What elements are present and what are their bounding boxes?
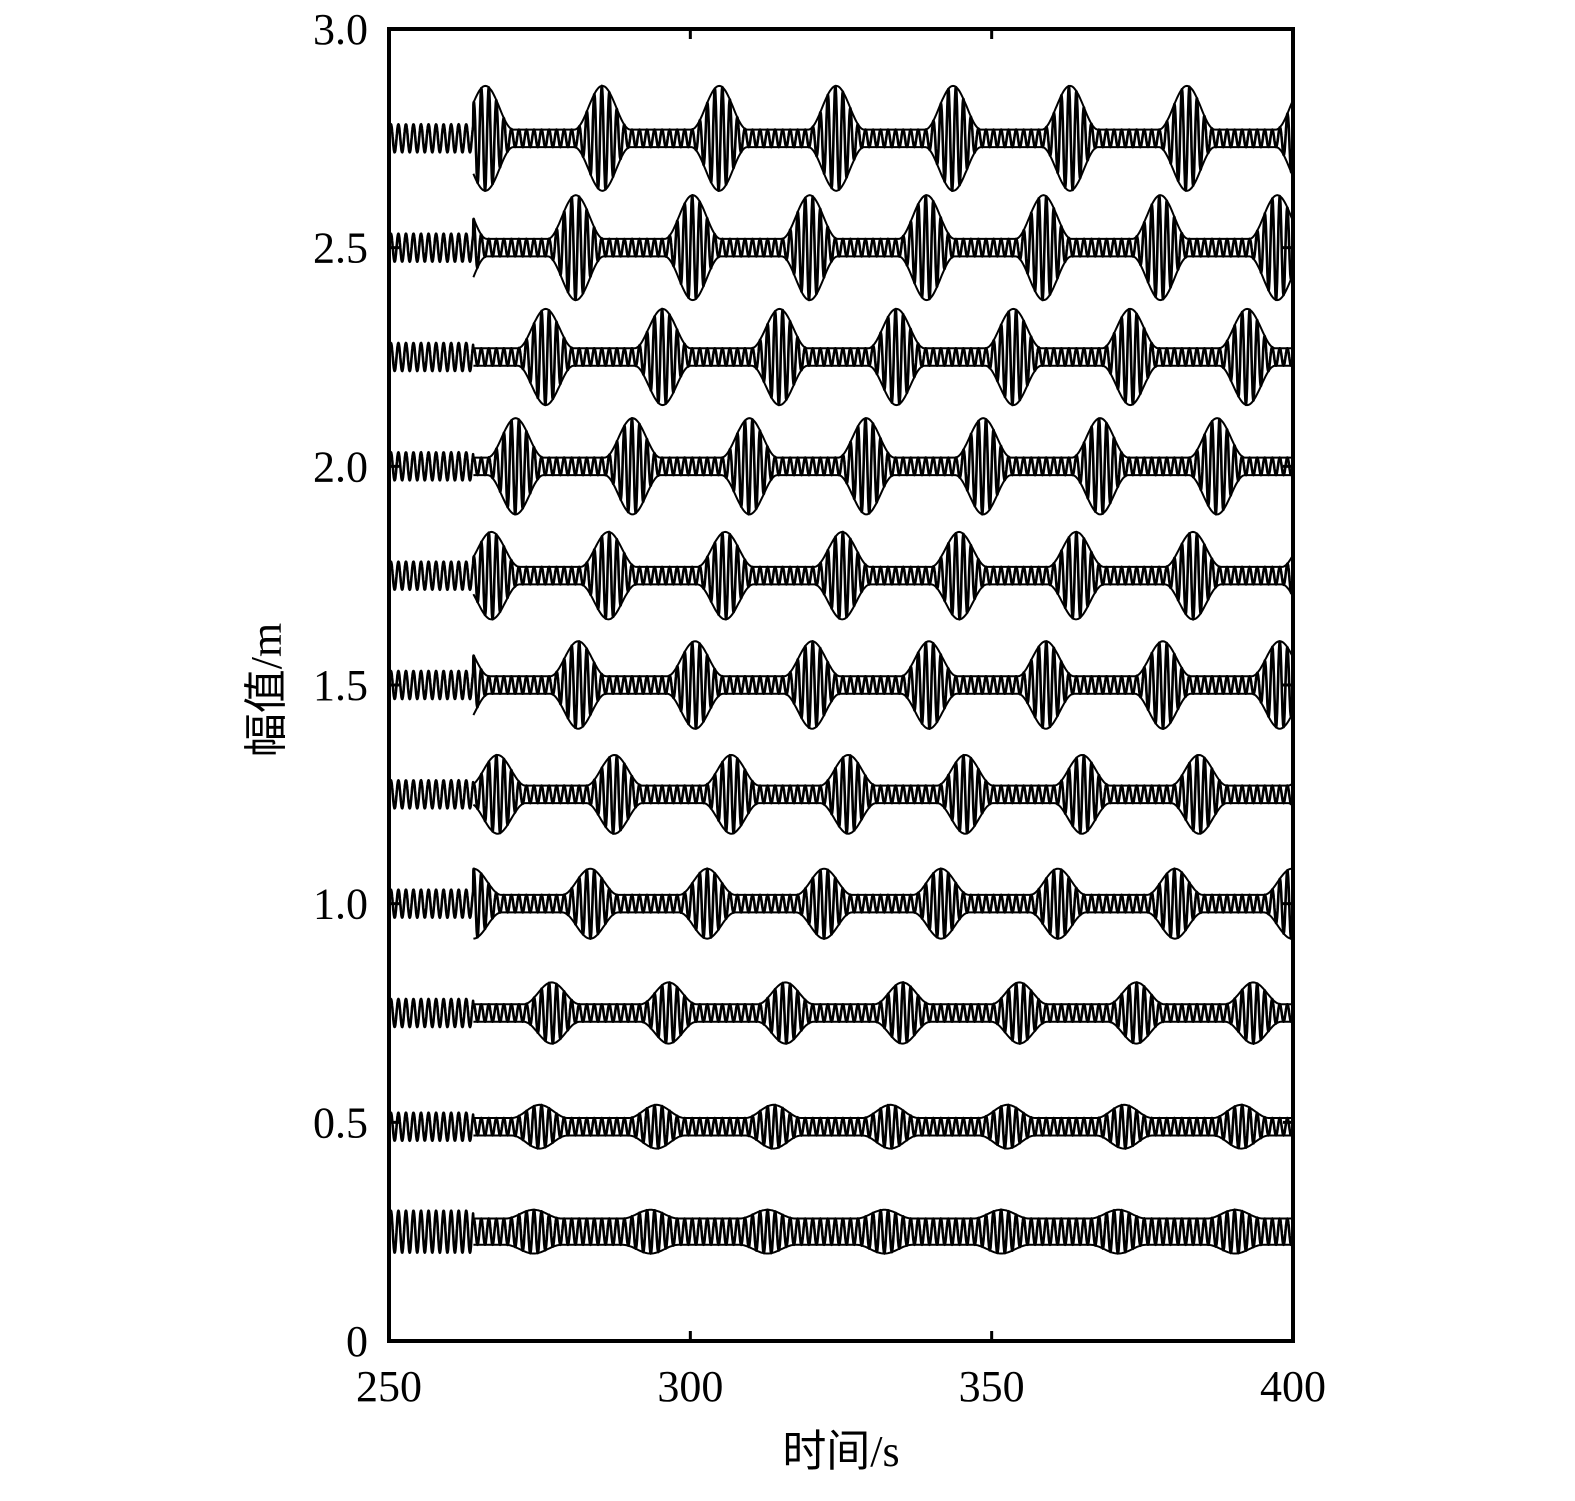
- series-5: [387, 753, 1295, 835]
- series-signal: [387, 194, 1295, 302]
- y-tick-label: 0: [346, 1317, 368, 1366]
- series-envelope-lower: [473, 911, 1294, 940]
- series-envelope-lower: [473, 474, 1293, 516]
- series-2: [387, 1103, 1295, 1150]
- series-envelope-upper: [473, 417, 1293, 459]
- series-signal: [387, 981, 1295, 1045]
- y-tick-label: 3.0: [313, 5, 368, 54]
- series-1: [387, 1208, 1295, 1255]
- series-envelope-lower: [473, 1134, 1293, 1150]
- series-11: [387, 84, 1295, 192]
- series-4: [387, 867, 1295, 940]
- series-envelope-upper: [472, 640, 1294, 678]
- x-tick-label: 350: [959, 1362, 1025, 1411]
- series-envelope-upper: [472, 530, 1294, 568]
- series-envelope-lower: [472, 255, 1294, 302]
- series-3: [387, 981, 1295, 1045]
- x-tick-label: 400: [1260, 1362, 1326, 1411]
- label-layer: 250 300 350 400 0 0.5 1.0 1.5 2.0 2.5 3.0: [313, 5, 1326, 1411]
- tick-layer: [387, 27, 1295, 1343]
- series-envelope-lower: [472, 692, 1294, 730]
- series-envelope-upper: [473, 981, 1293, 1006]
- series-envelope-upper: [472, 753, 1294, 787]
- y-tick-label: 1.0: [313, 880, 368, 929]
- series-envelope-upper: [473, 1103, 1293, 1119]
- y-tick-label: 2.0: [313, 442, 368, 491]
- series-9: [387, 307, 1295, 407]
- series-envelope-lower: [472, 146, 1294, 192]
- x-tick-label: 250: [356, 1362, 422, 1411]
- series-envelope-upper: [472, 194, 1294, 240]
- x-axis-title: 时间/s: [782, 1427, 899, 1476]
- series-6: [387, 640, 1295, 730]
- series-signal: [387, 867, 1295, 940]
- series-10: [387, 194, 1295, 302]
- series-signal: [387, 640, 1295, 730]
- series-envelope-upper: [473, 1208, 1293, 1220]
- series-envelope-upper: [472, 84, 1294, 131]
- series-signal: [387, 530, 1295, 621]
- series-envelope-upper: [473, 307, 1293, 350]
- series-envelope-lower: [473, 1020, 1293, 1045]
- series-signal: [387, 753, 1295, 835]
- series-envelope-lower: [473, 364, 1293, 407]
- series-signal: [387, 1208, 1295, 1255]
- series-envelope-lower: [472, 583, 1294, 621]
- series-envelope-lower: [473, 1243, 1293, 1255]
- series-signal: [387, 307, 1295, 407]
- y-tick-label: 2.5: [313, 224, 368, 273]
- series-7: [387, 530, 1295, 621]
- series-signal: [387, 84, 1295, 192]
- series-envelope-lower: [472, 802, 1294, 835]
- series-signal: [387, 417, 1295, 516]
- x-tick-label: 300: [657, 1362, 723, 1411]
- y-axis-title: 幅值/m: [242, 623, 291, 757]
- series-envelope-upper: [473, 867, 1294, 896]
- y-tick-label: 1.5: [313, 661, 368, 710]
- series-signal: [387, 1103, 1295, 1150]
- y-tick-label: 0.5: [313, 1098, 368, 1147]
- series-layer: [387, 84, 1295, 1255]
- series-8: [387, 417, 1295, 516]
